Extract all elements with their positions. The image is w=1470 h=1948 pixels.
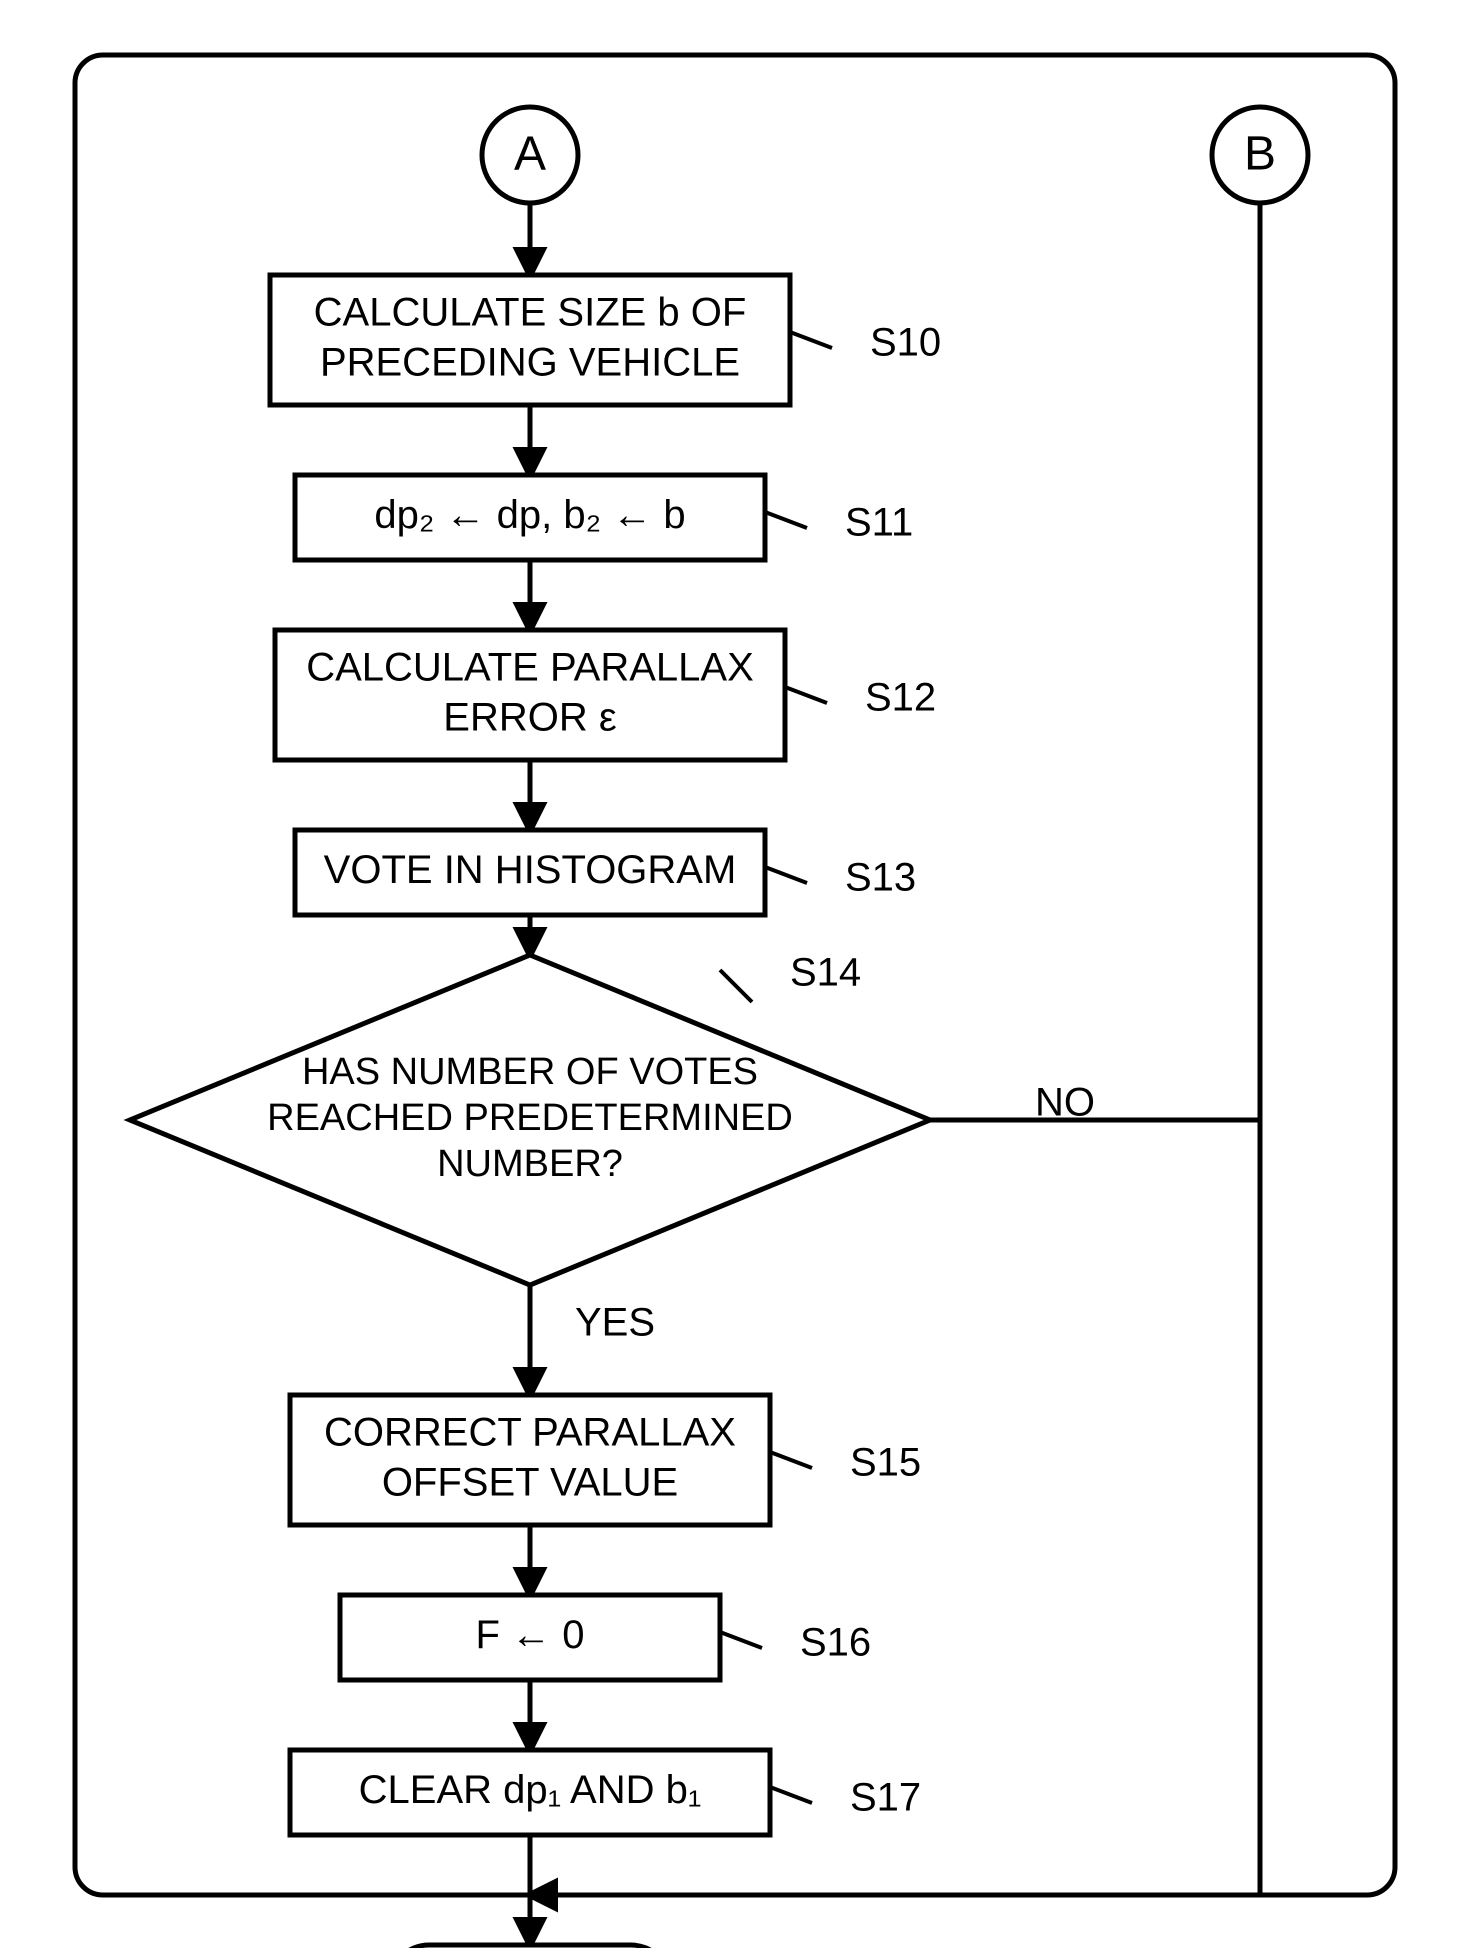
- label-tick: [720, 970, 752, 1002]
- label-tick: [790, 332, 832, 348]
- process-text-s10: PRECEDING VEHICLE: [320, 341, 740, 385]
- process-text-s12: CALCULATE PARALLAX: [306, 646, 754, 690]
- label-tick: [785, 687, 827, 703]
- label-tick: [770, 1787, 812, 1803]
- process-text-s13: VOTE IN HISTOGRAM: [324, 848, 737, 892]
- flowchart-diagram: A B CALCULATE SIZE b OF PRECEDING VEHICLE dp…: [0, 0, 1470, 1948]
- decision-text-s14: REACHED PREDETERMINED: [267, 1097, 793, 1139]
- step-label-s17: S17: [850, 1776, 921, 1820]
- step-label-s12: S12: [865, 676, 936, 720]
- branch-label-yes: YES: [575, 1301, 655, 1345]
- label-tick: [720, 1632, 762, 1648]
- step-label-s11: S11: [845, 501, 913, 545]
- step-label-s13: S13: [845, 856, 916, 900]
- process-text-s10: CALCULATE SIZE b OF: [314, 291, 747, 335]
- process-text-s15: CORRECT PARALLAX: [324, 1411, 736, 1455]
- process-text-s12: ERROR ε: [443, 696, 617, 740]
- process-text-s11: dp₂ ← dp, b₂ ← b: [374, 493, 685, 537]
- process-text-s17: CLEAR dp₁ AND b₁: [359, 1768, 702, 1812]
- connector-label-a: A: [514, 128, 546, 181]
- process-text-s16: F ← 0: [476, 1613, 585, 1657]
- step-label-s10: S10: [870, 321, 941, 365]
- step-label-s14: S14: [790, 951, 861, 995]
- label-tick: [765, 867, 807, 883]
- label-tick: [770, 1452, 812, 1468]
- step-label-s16: S16: [800, 1621, 871, 1665]
- decision-text-s14: NUMBER?: [437, 1143, 623, 1185]
- branch-label-no: NO: [1035, 1081, 1095, 1125]
- process-text-s15: OFFSET VALUE: [382, 1461, 678, 1505]
- connector-label-b: B: [1244, 128, 1276, 181]
- decision-text-s14: HAS NUMBER OF VOTES: [302, 1051, 758, 1093]
- step-label-s15: S15: [850, 1441, 921, 1485]
- label-tick: [765, 512, 807, 528]
